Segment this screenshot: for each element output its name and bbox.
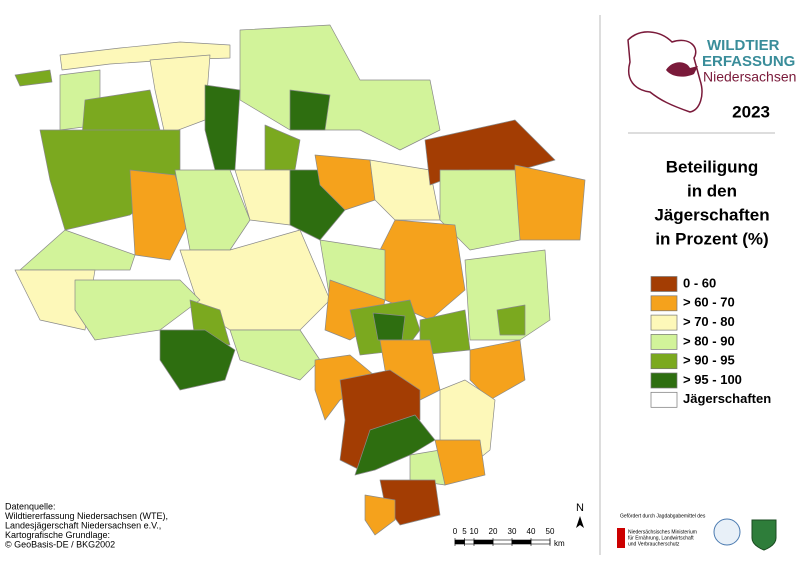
region [372,312,406,341]
seal-logo [713,518,741,546]
scale-label: 30 [508,527,517,536]
north-label: N [576,502,584,514]
legend-swatch [650,391,678,408]
logo-text: ERFASSUNG [702,53,795,70]
logo-text: WILDTIER [707,37,780,54]
legend-label: > 95 - 100 [683,372,742,387]
region [439,169,521,251]
legend-title: in den [687,181,737,200]
region [469,339,526,401]
ministry-line: Niedersächsisches Ministerium [628,529,697,535]
region [514,164,586,241]
source-line: Landesjägerschaft Niedersachsen e.V., [5,520,161,530]
source: Datenquelle:Wildtiererfassung Niedersach… [5,501,168,549]
region [314,154,376,211]
legend-swatch [650,295,678,312]
region [204,84,241,171]
region [39,129,181,231]
scale-unit: km [554,539,565,548]
ministry-line: und Verbraucherschutz [628,541,680,547]
legend-label: > 90 - 95 [683,353,735,368]
region [174,169,251,251]
scale-segment [511,539,532,545]
source-line: © GeoBasis-DE / BKG2002 [5,539,115,549]
scale-segment [492,539,513,545]
logo-text: Niedersachsen [703,69,796,85]
ministry-logo [617,528,625,548]
scale-segment [530,539,551,545]
scale-segment [473,539,494,545]
region [379,339,441,401]
legend: Beteiligung in den Jägerschaften in Prozent… [650,157,771,408]
ministry-line: für Ernährung, Landwirtschaft [628,535,694,541]
region [159,329,236,391]
legend-label: Jägerschaften [683,391,771,406]
scale-label: 40 [527,527,536,536]
region [464,249,551,341]
region [59,41,231,71]
region [129,169,191,261]
source-line: Kartografische Grundlage: [5,530,110,540]
legend-swatch [650,276,678,292]
legend-title: Beteiligung [666,157,759,176]
region [264,124,301,171]
scale-label: 50 [546,527,555,536]
funding-text: Gefördert durch Jagdabgabemittel des [620,513,706,519]
legend-swatch [650,372,678,389]
legend-swatch [650,353,678,370]
legend-label: 0 - 60 [683,275,716,290]
region [229,329,321,381]
region [19,229,136,271]
scale-label: 10 [470,527,479,536]
scale-segment [464,539,475,545]
region [496,304,526,336]
legend-title: Jägerschaften [654,205,769,224]
legend-label: > 60 - 70 [683,295,735,310]
logo-outline [627,31,703,113]
region [149,54,211,136]
region [369,159,441,221]
scale-segment [454,539,465,545]
year: 2023 [732,102,770,121]
region [289,89,331,131]
scale-label: 0 [453,527,458,536]
logo-hare [666,62,698,77]
crest-logo [751,519,777,551]
region [14,69,53,87]
region [434,439,486,486]
source-line: Wildtiererfassung Niedersachsen (WTE), [5,511,168,521]
north-arrow [576,516,584,528]
source-line: Datenquelle: [5,501,56,511]
region [364,494,396,536]
legend-swatch [650,314,678,331]
legend-title: in Prozent (%) [655,229,768,248]
legend-label: > 70 - 80 [683,314,735,329]
region [289,169,346,241]
legend-label: > 80 - 90 [683,333,735,348]
legend-swatch [650,334,678,350]
scale-label: 5 [462,527,467,536]
map [14,24,586,536]
scale-label: 20 [489,527,498,536]
scale-bar: 0 5 10 20 30 40 50 km [453,527,565,548]
